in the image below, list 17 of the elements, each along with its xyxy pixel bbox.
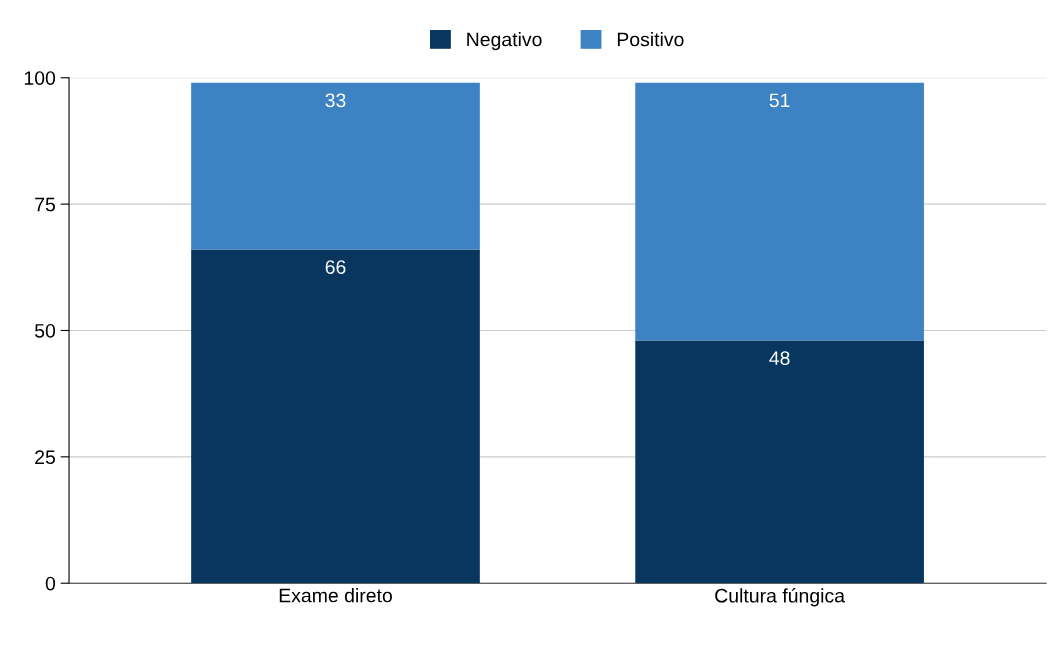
bar: [191, 249, 480, 584]
legend-label: Positivo: [617, 32, 684, 47]
y-tick-label: 25: [35, 450, 56, 465]
x-tick-label: Cultura fúngica: [715, 588, 845, 607]
y-tick-label: 75: [35, 197, 56, 212]
bar: [635, 82, 924, 341]
data-label: 66: [325, 260, 346, 274]
bar: [191, 82, 480, 250]
data-label: 33: [325, 93, 346, 108]
y-tick-label: 0: [45, 576, 56, 591]
bar: [635, 340, 924, 584]
legend-label: Negativo: [467, 32, 542, 51]
y-tick-label: 100: [24, 71, 56, 85]
y-tick-label: 50: [34, 323, 56, 338]
data-label: 48: [769, 351, 790, 365]
x-tick-label: Exame direto: [279, 588, 392, 603]
data-label: 51: [769, 93, 790, 108]
